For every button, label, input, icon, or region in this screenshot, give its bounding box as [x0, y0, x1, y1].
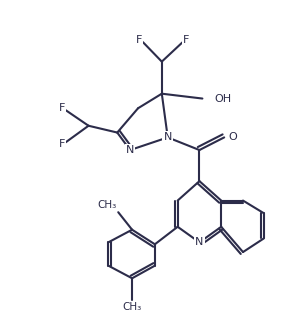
Text: F: F: [136, 35, 142, 45]
Text: N: N: [164, 133, 172, 143]
Text: CH₃: CH₃: [97, 200, 116, 210]
Text: CH₃: CH₃: [122, 302, 142, 311]
Text: F: F: [59, 103, 65, 113]
Text: N: N: [126, 145, 134, 155]
Text: F: F: [59, 139, 65, 149]
Text: O: O: [229, 133, 237, 143]
Text: OH: OH: [214, 94, 231, 104]
Text: F: F: [183, 35, 190, 45]
Text: N: N: [195, 237, 204, 247]
